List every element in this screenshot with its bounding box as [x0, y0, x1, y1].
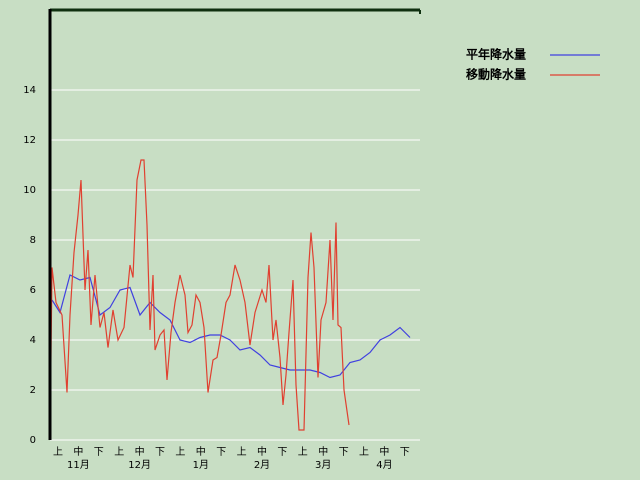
month-label: 11月	[67, 459, 90, 471]
month-label: 3月	[315, 459, 331, 471]
month-label: 4月	[376, 459, 392, 471]
x-tick-label: 中	[257, 445, 267, 458]
legend-label: 平年降水量	[466, 47, 526, 62]
series-line	[49, 159, 350, 441]
x-tick-label: 上	[53, 446, 63, 458]
x-tick-label: 中	[318, 445, 328, 458]
x-tick-label: 中	[379, 445, 389, 458]
x-tick-label: 下	[94, 447, 104, 458]
y-tick-label: 6	[30, 285, 36, 296]
x-tick-label: 下	[216, 447, 226, 458]
x-tick-label: 下	[339, 447, 349, 458]
month-label: 2月	[254, 459, 270, 471]
y-tick-label: 0	[30, 435, 36, 446]
y-tick-label: 14	[23, 85, 36, 96]
series-line	[51, 274, 411, 379]
x-tick-label: 上	[175, 446, 185, 458]
y-tick-label: 8	[30, 235, 36, 246]
y-tick-label: 10	[23, 185, 36, 196]
x-tick-label: 上	[237, 446, 247, 458]
month-label: 1月	[193, 459, 209, 471]
legend-label: 移動降水量	[466, 67, 526, 82]
x-tick-label: 中	[73, 445, 83, 458]
x-tick-label: 下	[277, 447, 287, 458]
x-tick-label: 上	[114, 446, 124, 458]
x-tick-label: 上	[359, 446, 369, 458]
x-tick-label: 下	[400, 447, 410, 458]
x-tick-label: 中	[135, 445, 145, 458]
y-tick-label: 4	[30, 335, 36, 346]
month-label: 12月	[128, 459, 151, 471]
x-tick-label: 上	[298, 446, 308, 458]
x-tick-label: 下	[155, 447, 165, 458]
y-tick-label: 12	[23, 135, 36, 146]
y-tick-label: 2	[30, 385, 36, 396]
x-tick-label: 中	[196, 445, 206, 458]
